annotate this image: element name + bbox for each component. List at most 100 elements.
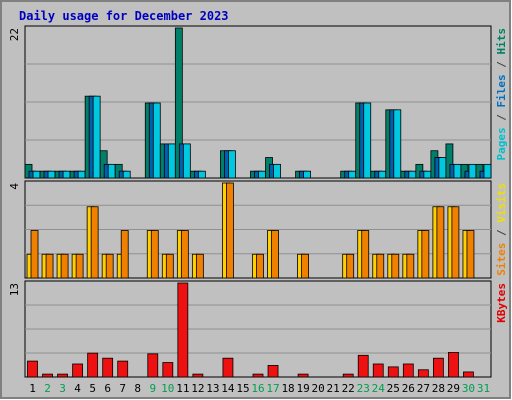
day-label-30: 30 bbox=[462, 382, 475, 395]
bar-top-pages-day-23 bbox=[363, 102, 372, 179]
bar-middle-sites-day-24 bbox=[376, 253, 385, 279]
day-label-13: 13 bbox=[206, 382, 219, 395]
bar-middle-sites-day-16 bbox=[256, 253, 264, 279]
bar-top-pages-day-2 bbox=[47, 170, 56, 179]
bar-middle-sites-day-28 bbox=[436, 206, 445, 279]
ymax-label-middle: 4 bbox=[8, 183, 21, 190]
bar-middle-sites-day-3 bbox=[60, 253, 69, 279]
bar-top-pages-day-4 bbox=[77, 170, 86, 179]
day-label-31: 31 bbox=[477, 382, 490, 395]
bar-top-pages-day-31 bbox=[483, 163, 492, 179]
bar-top-pages-day-7 bbox=[122, 170, 131, 179]
bar-top-pages-day-14 bbox=[228, 150, 236, 179]
bar-bottom-kbytes-day-6 bbox=[102, 357, 114, 378]
bar-top-pages-day-9 bbox=[152, 102, 161, 179]
bar-top-pages-day-10 bbox=[167, 143, 176, 179]
day-label-18: 18 bbox=[281, 382, 294, 395]
bar-middle-sites-day-26 bbox=[406, 253, 415, 279]
bar-top-pages-day-25 bbox=[393, 109, 402, 179]
bar-middle-sites-day-25 bbox=[391, 253, 400, 279]
bar-bottom-kbytes-day-25 bbox=[387, 366, 399, 378]
bar-bottom-kbytes-day-26 bbox=[402, 363, 414, 378]
legend-item-top-4: Hits bbox=[495, 28, 508, 55]
day-label-16: 16 bbox=[251, 382, 264, 395]
bar-bottom-kbytes-day-12 bbox=[192, 373, 204, 378]
ymax-label-bottom: 13 bbox=[8, 283, 21, 296]
bar-bottom-kbytes-day-19 bbox=[297, 373, 309, 378]
legend-item-top-1: / bbox=[495, 108, 508, 128]
legend-item-middle-2: Visits bbox=[495, 183, 508, 223]
day-label-6: 6 bbox=[104, 382, 111, 395]
bar-top-pages-day-17 bbox=[273, 163, 281, 179]
bar-bottom-kbytes-day-5 bbox=[87, 352, 99, 378]
day-label-27: 27 bbox=[417, 382, 430, 395]
bar-bottom-kbytes-day-3 bbox=[57, 373, 68, 378]
day-label-24: 24 bbox=[372, 382, 386, 395]
bar-top-pages-day-30 bbox=[468, 163, 477, 179]
bar-bottom-kbytes-day-17 bbox=[267, 365, 279, 378]
bar-bottom-kbytes-day-24 bbox=[372, 363, 384, 378]
bar-top-pages-day-1 bbox=[32, 170, 41, 179]
bar-middle-sites-day-17 bbox=[271, 230, 279, 279]
bar-middle-sites-day-7 bbox=[120, 230, 129, 279]
bar-top-pages-day-19 bbox=[303, 170, 311, 179]
bar-middle-sites-day-2 bbox=[45, 253, 54, 279]
day-label-23: 23 bbox=[357, 382, 370, 395]
bar-middle-sites-day-11 bbox=[180, 230, 189, 279]
legend-middle: Sites / Visits bbox=[495, 183, 508, 276]
bar-top-pages-day-22 bbox=[348, 170, 357, 179]
bar-middle-sites-day-14 bbox=[226, 182, 234, 279]
bar-middle-sites-day-29 bbox=[451, 206, 460, 279]
bar-bottom-kbytes-day-11 bbox=[177, 282, 189, 378]
bar-bottom-kbytes-day-23 bbox=[357, 354, 369, 378]
legend-item-top-0: Pages bbox=[495, 127, 508, 160]
bar-top-pages-day-26 bbox=[408, 170, 417, 179]
bar-bottom-kbytes-day-29 bbox=[448, 352, 459, 378]
legend-item-middle-0: Sites bbox=[495, 243, 508, 276]
bar-middle-sites-day-22 bbox=[346, 253, 355, 279]
bar-middle-sites-day-30 bbox=[466, 230, 475, 279]
day-label-15: 15 bbox=[236, 382, 249, 395]
day-label-20: 20 bbox=[312, 382, 325, 395]
bar-top-pages-day-12 bbox=[197, 170, 206, 179]
bar-top-hits-day-29 bbox=[445, 143, 454, 179]
chart-title: Daily usage for December 2023 bbox=[19, 9, 229, 23]
bar-bottom-kbytes-day-22 bbox=[342, 373, 354, 378]
day-label-21: 21 bbox=[327, 382, 340, 395]
bar-top-pages-day-3 bbox=[62, 170, 71, 179]
day-label-29: 29 bbox=[447, 382, 460, 395]
bar-bottom-kbytes-day-7 bbox=[117, 360, 129, 378]
bar-middle-sites-day-9 bbox=[150, 230, 159, 279]
day-label-12: 12 bbox=[191, 382, 204, 395]
legend-top: Pages / Files / Hits bbox=[495, 28, 508, 161]
bar-middle-sites-day-5 bbox=[90, 206, 99, 279]
bar-top-pages-day-28 bbox=[438, 157, 447, 179]
day-label-8: 8 bbox=[134, 382, 141, 395]
legend-item-bottom-0: KBytes bbox=[495, 283, 508, 323]
day-label-11: 11 bbox=[176, 382, 189, 395]
day-label-1: 1 bbox=[29, 382, 36, 395]
day-label-5: 5 bbox=[89, 382, 96, 395]
day-label-19: 19 bbox=[296, 382, 309, 395]
bar-bottom-kbytes-day-1 bbox=[27, 360, 38, 378]
day-label-26: 26 bbox=[402, 382, 415, 395]
legend-bottom: KBytes bbox=[495, 283, 508, 323]
bar-bottom-kbytes-day-16 bbox=[252, 373, 264, 378]
bar-bottom-kbytes-day-10 bbox=[162, 362, 174, 378]
bar-middle-sites-day-27 bbox=[421, 230, 430, 279]
day-label-7: 7 bbox=[119, 382, 126, 395]
day-label-28: 28 bbox=[432, 382, 445, 395]
bar-top-pages-day-11 bbox=[182, 143, 191, 179]
bar-bottom-kbytes-day-9 bbox=[147, 353, 159, 378]
day-label-4: 4 bbox=[74, 382, 81, 395]
bar-top-pages-day-24 bbox=[378, 170, 387, 179]
day-label-2: 2 bbox=[44, 382, 51, 395]
legend-item-top-3: / bbox=[495, 55, 508, 75]
day-label-9: 9 bbox=[149, 382, 156, 395]
bar-middle-sites-day-1 bbox=[30, 230, 39, 279]
day-label-10: 10 bbox=[161, 382, 174, 395]
day-label-25: 25 bbox=[387, 382, 400, 395]
bar-bottom-kbytes-day-30 bbox=[463, 371, 474, 378]
